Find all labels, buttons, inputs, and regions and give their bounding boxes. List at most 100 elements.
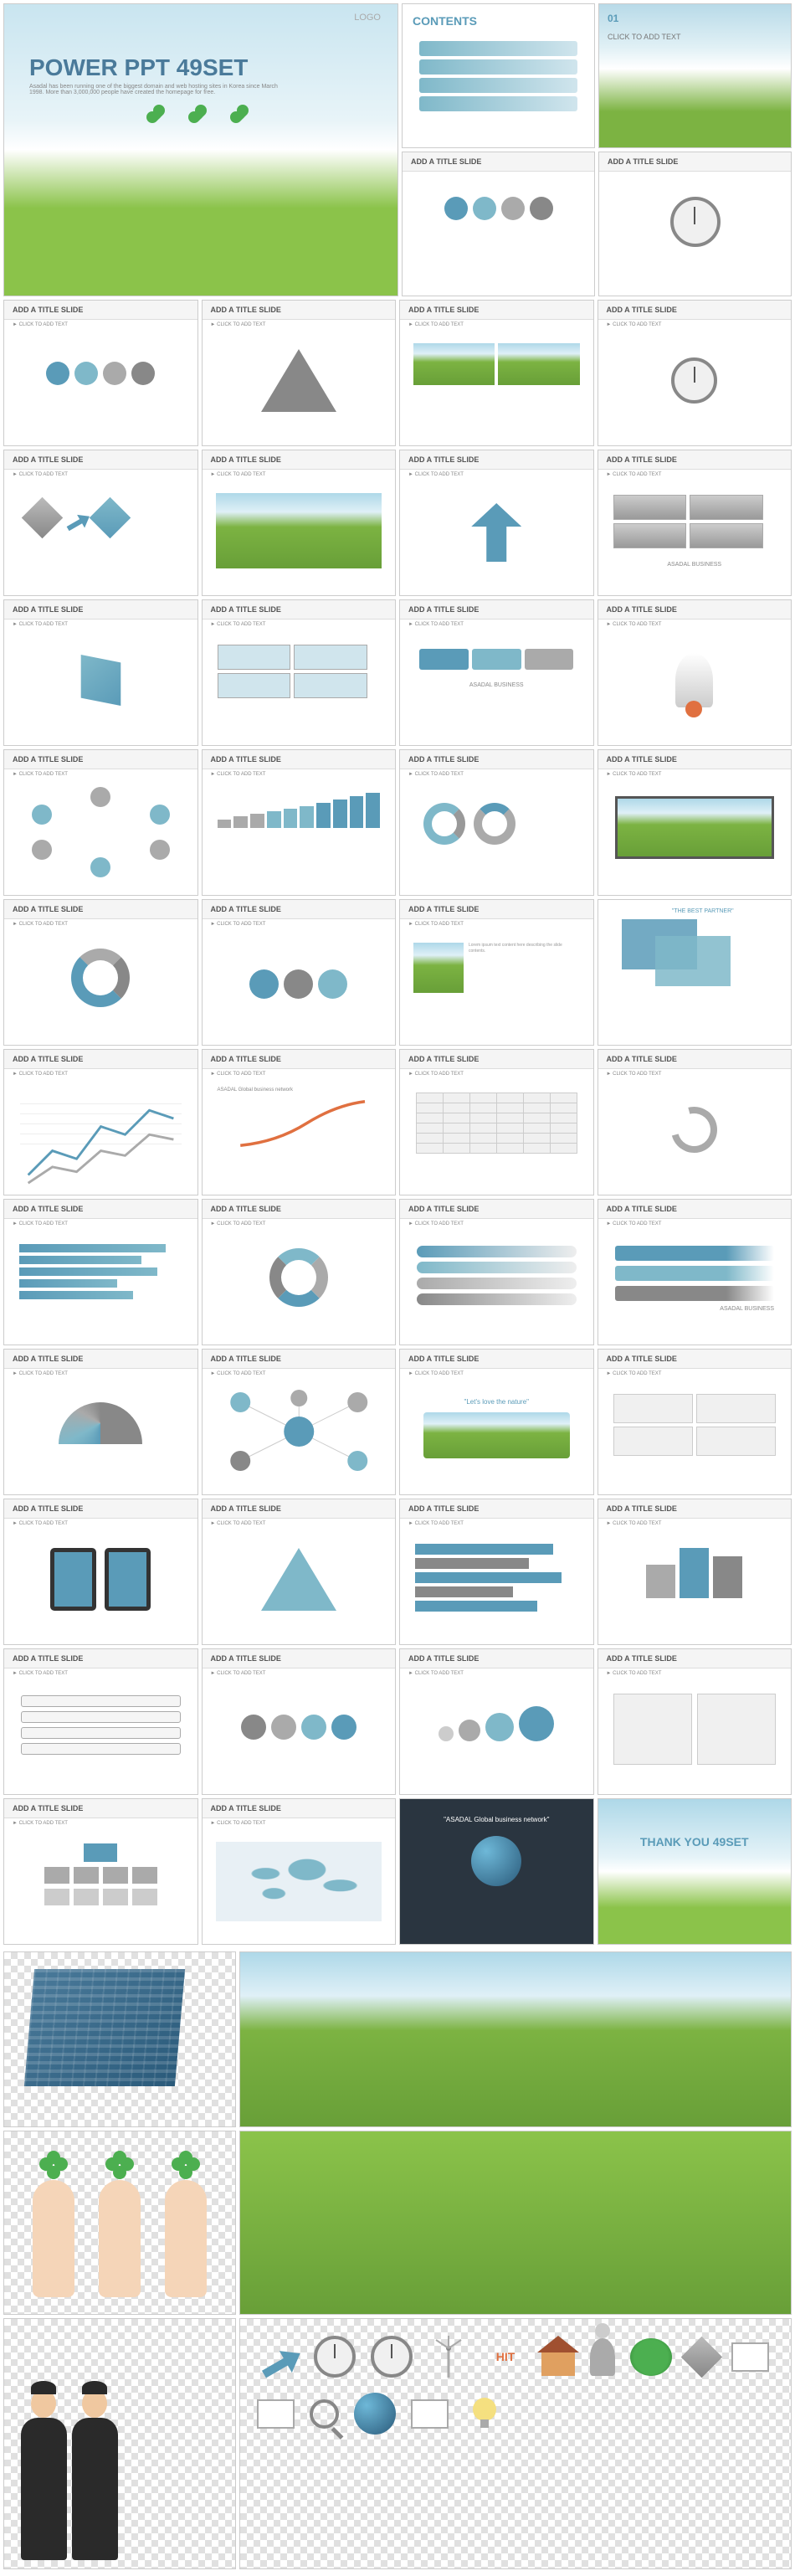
slide-hsolid: ADD A TITLE SLIDE► CLICK TO ADD TEXT [399, 1499, 594, 1645]
swirl-icon [663, 1098, 726, 1161]
slide-title: ADD A TITLE SLIDE [4, 900, 197, 919]
slide-title: ADD A TITLE SLIDE [400, 1050, 593, 1069]
slide-bars: ADD A TITLE SLIDE► CLICK TO ADD TEXT [202, 749, 397, 896]
node-icon [284, 969, 313, 999]
bracket-row [21, 1743, 181, 1755]
compare-box [613, 1694, 692, 1765]
slide-subtitle: ► CLICK TO ADD TEXT [4, 1219, 197, 1229]
growth-circle [459, 1720, 480, 1741]
text-box [218, 645, 291, 670]
slide-grid: ADD A TITLE SLIDE► CLICK TO ADD TEXTADD … [0, 300, 795, 1948]
slide-growth: ADD A TITLE SLIDE► CLICK TO ADD TEXT [399, 1648, 594, 1795]
slide-banners: ADD A TITLE SLIDE► CLICK TO ADD TEXTASAD… [598, 1199, 792, 1345]
slide-subtitle: ► CLICK TO ADD TEXT [598, 1668, 792, 1679]
slide-photo-split: ADD A TITLE SLIDE► CLICK TO ADD TEXT [399, 300, 594, 446]
slide-box3d: ADD A TITLE SLIDE► CLICK TO ADD TEXT [3, 599, 198, 746]
slide-subtitle: ► CLICK TO ADD TEXT [598, 1369, 792, 1379]
hero-slide: LOGO POWER PPT 49SET Asadal has been run… [3, 3, 398, 296]
hand-icon [33, 2180, 74, 2297]
slide-subtitle: ► CLICK TO ADD TEXT [203, 470, 396, 480]
option-box [696, 1427, 776, 1456]
building-graphic [24, 1969, 185, 2086]
node-icon [249, 969, 279, 999]
slide-title: ADD A TITLE SLIDE [598, 450, 792, 470]
compare-box [697, 1694, 776, 1765]
rocket-icon [675, 653, 713, 707]
slide-subtitle: ► CLICK TO ADD TEXT [203, 320, 396, 330]
slide-title: ADD A TITLE SLIDE [203, 1200, 396, 1219]
slide-folders: ADD A TITLE SLIDE► CLICK TO ADD TEXTASAD… [598, 450, 792, 596]
slide-title: ADD A TITLE SLIDE [400, 1649, 593, 1668]
section-number: 01 [599, 4, 791, 33]
magnifier-icon [310, 2399, 339, 2429]
circle-icon [444, 197, 468, 220]
bar [333, 800, 347, 828]
slide-title: ADD A TITLE SLIDE [598, 1200, 792, 1219]
slide-rocket: ADD A TITLE SLIDE► CLICK TO ADD TEXT [598, 599, 792, 746]
slide-title: ADD A TITLE SLIDE [400, 450, 593, 470]
clock-slide: ADD A TITLE SLIDE [598, 152, 792, 296]
folder-icon [613, 523, 687, 548]
slide-subtitle: ► CLICK TO ADD TEXT [400, 1369, 593, 1379]
clock-icon [371, 2336, 413, 2378]
text-box [294, 645, 367, 670]
hex-node [150, 805, 170, 825]
asset-people [3, 2318, 236, 2569]
slide-subtitle: ► CLICK TO ADD TEXT [4, 769, 197, 779]
slide-title: ADD A TITLE SLIDE [598, 600, 792, 620]
slide-bracket: ADD A TITLE SLIDE► CLICK TO ADD TEXT [3, 1648, 198, 1795]
slide-city: ADD A TITLE SLIDE► CLICK TO ADD TEXT [202, 450, 397, 596]
circle-icon [501, 197, 525, 220]
gauge-chart [59, 1402, 142, 1444]
slide-subtitle: ► CLICK TO ADD TEXT [203, 1369, 396, 1379]
stopwatch-icon [314, 2336, 356, 2378]
flow-box [419, 649, 469, 670]
step-circle [241, 1715, 266, 1740]
slide-subtitle: ► CLICK TO ADD TEXT [598, 769, 792, 779]
slide-dark-globe: "ASADAL Global business network" [399, 1798, 594, 1945]
slide-subtitle: ► CLICK TO ADD TEXT [400, 1668, 593, 1679]
slide-subtitle: ► CLICK TO ADD TEXT [400, 320, 593, 330]
contents-item [419, 78, 577, 93]
contents-item [419, 41, 577, 56]
contents-item [419, 59, 577, 75]
slide-title: ADD A TITLE SLIDE [203, 600, 396, 620]
slide-options: ADD A TITLE SLIDE► CLICK TO ADD TEXT [598, 1349, 792, 1495]
slide-subtitle: ► CLICK TO ADD TEXT [400, 620, 593, 630]
slide-title: ADD A TITLE SLIDE [4, 450, 197, 470]
flow-box [472, 649, 521, 670]
option-box [613, 1427, 693, 1456]
line-chart [20, 1094, 182, 1153]
arrow-icon [249, 2328, 306, 2385]
flow-box [525, 649, 574, 670]
slide-donut-big: ADD A TITLE SLIDE► CLICK TO ADD TEXT [3, 899, 198, 1046]
cone-icon [261, 349, 336, 412]
hbar [415, 1601, 537, 1612]
section-label: CLICK TO ADD TEXT [599, 33, 791, 41]
circle-row [403, 172, 594, 220]
slide-subtitle: ► CLICK TO ADD TEXT [598, 1219, 792, 1229]
dark-title: "ASADAL Global business network" [407, 1806, 587, 1823]
figure-icon [590, 2338, 615, 2376]
assets: HIT [0, 1948, 795, 2576]
podium [680, 1548, 709, 1598]
logo-text: LOGO [354, 13, 381, 23]
slide-title: ADD A TITLE SLIDE [4, 1350, 197, 1369]
slide-subtitle: ► CLICK TO ADD TEXT [203, 1219, 396, 1229]
slide-title: ADD A TITLE SLIDE [203, 1350, 396, 1369]
slide-subtitle: ► CLICK TO ADD TEXT [598, 1069, 792, 1079]
hbar [415, 1586, 513, 1597]
step-circle [301, 1715, 326, 1740]
slide-overlap: "THE BEST PARTNER" [598, 899, 792, 1046]
slide-pyramid: ADD A TITLE SLIDE► CLICK TO ADD TEXT [202, 1499, 397, 1645]
clover-icon [105, 2151, 134, 2179]
slide-title: ADD A TITLE SLIDE [400, 1350, 593, 1369]
slide-subtitle: ► CLICK TO ADD TEXT [203, 620, 396, 630]
bar [300, 806, 314, 828]
slide-subtitle: ► CLICK TO ADD TEXT [400, 1519, 593, 1529]
turbine-icon [428, 2336, 469, 2378]
podium [713, 1556, 742, 1598]
slide-hex: ADD A TITLE SLIDE► CLICK TO ADD TEXT [3, 749, 198, 896]
slide-subtitle: ► CLICK TO ADD TEXT [598, 320, 792, 330]
clock-icon [671, 357, 717, 404]
